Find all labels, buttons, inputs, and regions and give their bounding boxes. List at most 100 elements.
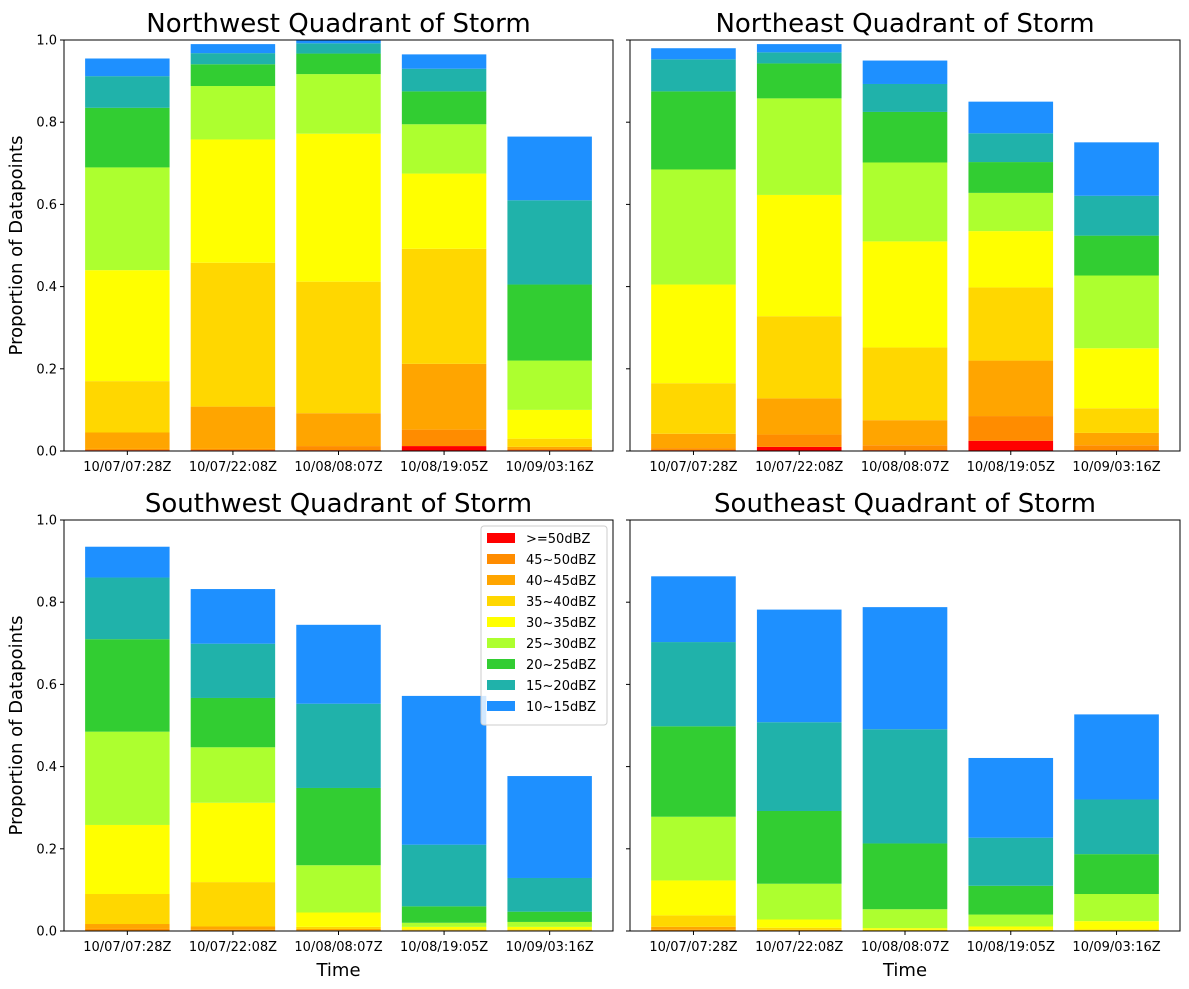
- bar-30-35dbz-3: [862, 241, 948, 348]
- bar-35-40dbz-5: [1074, 929, 1159, 931]
- bar-40-45dbz-3: [296, 928, 381, 931]
- x-tick-label: 10/09/03:16Z: [1072, 940, 1160, 955]
- bar-40-45dbz-1: [651, 926, 736, 930]
- y-tick-label: 0.0: [36, 445, 57, 460]
- y-tick-label: 0.4: [36, 760, 57, 775]
- y-tick-label: 0.8: [36, 116, 57, 131]
- legend-label-15-20dbz: 15~20dBZ: [526, 679, 596, 694]
- bar-30-35dbz-2: [756, 919, 842, 928]
- y-tick-label: 0.8: [36, 596, 57, 611]
- x-tick-label: 10/07/22:08Z: [189, 460, 277, 475]
- bar-10-15dbz-2: [756, 44, 842, 53]
- legend-label-45-50dbz: 45~50dBZ: [526, 553, 596, 568]
- legend-label-10-15dbz: 10~15dBZ: [526, 700, 596, 715]
- x-tick-label: 10/07/07:28Z: [83, 940, 171, 955]
- bar-20-25dbz-1: [651, 726, 736, 817]
- bar-45-50dbz-4: [968, 416, 1054, 441]
- bar-10-15dbz-1: [85, 546, 170, 578]
- bar-50dbz-4: [401, 446, 487, 451]
- bar-35-40dbz-3: [862, 929, 948, 931]
- bar-15-20dbz-1: [651, 59, 736, 92]
- y-tick-label: 0.6: [36, 678, 57, 693]
- bar-30-35dbz-4: [401, 926, 487, 930]
- legend-swatch-30-35dbz: [487, 617, 515, 627]
- legend-label-25-30dbz: 25~30dBZ: [526, 637, 596, 652]
- bar-10-15dbz-1: [85, 58, 170, 77]
- bar-35-40dbz-5: [1074, 408, 1159, 433]
- bar-15-20dbz-4: [968, 133, 1054, 163]
- bar-20-25dbz-4: [401, 91, 487, 125]
- bar-25-30dbz-3: [296, 865, 381, 913]
- y-axis-label: Proportion of Datapoints: [6, 616, 27, 836]
- bar-45-50dbz-4: [401, 429, 487, 447]
- bar-10-15dbz-3: [862, 607, 948, 730]
- bar-40-45dbz-5: [1074, 432, 1159, 446]
- y-tick-label: 0.0: [36, 925, 57, 940]
- bar-20-25dbz-1: [651, 91, 736, 170]
- bar-30-35dbz-3: [862, 928, 948, 930]
- bar-10-15dbz-3: [296, 40, 381, 44]
- bar-30-35dbz-1: [85, 824, 170, 895]
- bar-45-50dbz-3: [296, 446, 381, 451]
- bar-35-40dbz-3: [296, 281, 381, 414]
- legend-swatch-25-30dbz: [487, 638, 515, 648]
- chart-panel-southeast-quadrant-of-storm: 10/07/07:28Z 10/07/22:08Z 10/08/08:07Z 10/0…: [626, 489, 1181, 981]
- bar-35-40dbz-2: [190, 262, 276, 407]
- bar-35-40dbz-5: [507, 438, 592, 447]
- y-tick-label: 0.2: [36, 362, 57, 377]
- legend-label-40-45dbz: 40~45dBZ: [526, 574, 596, 589]
- x-axis-label: Time: [315, 960, 360, 981]
- y-tick-label: 1.0: [36, 514, 57, 529]
- bar-40-45dbz-1: [85, 432, 170, 449]
- legend-swatch-10-15dbz: [487, 701, 515, 711]
- bar-40-45dbz-2: [756, 398, 842, 435]
- x-tick-label: 10/07/07:28Z: [83, 460, 171, 475]
- x-tick-label: 10/07/07:28Z: [649, 460, 737, 475]
- bar-40-45dbz-4: [401, 363, 487, 430]
- bar-30-35dbz-5: [507, 926, 592, 930]
- y-tick-label: 0.4: [36, 280, 57, 295]
- bar-15-20dbz-2: [756, 722, 842, 811]
- bar-10-15dbz-2: [190, 44, 276, 54]
- legend-label-20-25dbz: 20~25dBZ: [526, 658, 596, 673]
- bar-25-30dbz-1: [651, 816, 736, 881]
- bar-30-35dbz-5: [1074, 348, 1159, 409]
- legend-swatch-50dbz: [487, 533, 515, 543]
- bar-45-50dbz-1: [651, 929, 736, 931]
- bar-45-50dbz-1: [651, 448, 736, 451]
- bar-30-35dbz-1: [651, 284, 736, 384]
- bar-15-20dbz-3: [862, 83, 948, 112]
- bar-10-15dbz-4: [401, 695, 487, 845]
- bar-10-15dbz-5: [1074, 142, 1159, 196]
- bar-20-25dbz-2: [756, 810, 842, 884]
- legend-swatch-35-40dbz: [487, 596, 515, 606]
- bar-25-30dbz-1: [85, 167, 170, 271]
- bar-50dbz-4: [968, 440, 1054, 451]
- bar-25-30dbz-2: [190, 747, 276, 803]
- y-tick-label: 0.2: [36, 842, 57, 857]
- bar-45-50dbz-1: [85, 928, 170, 931]
- legend-label-30-35dbz: 30~35dBZ: [526, 616, 596, 631]
- bar-40-45dbz-2: [190, 926, 276, 930]
- bar-40-45dbz-1: [651, 433, 736, 449]
- bar-35-40dbz-2: [756, 316, 842, 399]
- bar-40-45dbz-5: [507, 446, 592, 449]
- y-axis-label: Proportion of Datapoints: [6, 136, 27, 356]
- bar-15-20dbz-2: [190, 643, 276, 698]
- x-tick-label: 10/09/03:16Z: [506, 460, 594, 475]
- bar-40-45dbz-1: [85, 924, 170, 929]
- x-tick-label: 10/07/07:28Z: [649, 940, 737, 955]
- bar-25-30dbz-5: [1074, 275, 1159, 349]
- bar-25-30dbz-2: [756, 98, 842, 195]
- x-axis-label: Time: [882, 960, 927, 981]
- bar-25-30dbz-4: [401, 124, 487, 174]
- legend-swatch-15-20dbz: [487, 680, 515, 690]
- chart-panel-northeast-quadrant-of-storm: 10/07/07:28Z 10/07/22:08Z 10/08/08:07Z 10/0…: [626, 9, 1181, 475]
- bar-35-40dbz-3: [296, 926, 381, 929]
- bar-35-40dbz-1: [85, 894, 170, 925]
- bar-20-25dbz-1: [85, 639, 170, 732]
- bar-20-25dbz-1: [85, 107, 170, 168]
- x-tick-label: 10/07/22:08Z: [755, 460, 843, 475]
- chart-title: Northeast Quadrant of Storm: [715, 9, 1094, 39]
- bar-30-35dbz-1: [651, 880, 736, 916]
